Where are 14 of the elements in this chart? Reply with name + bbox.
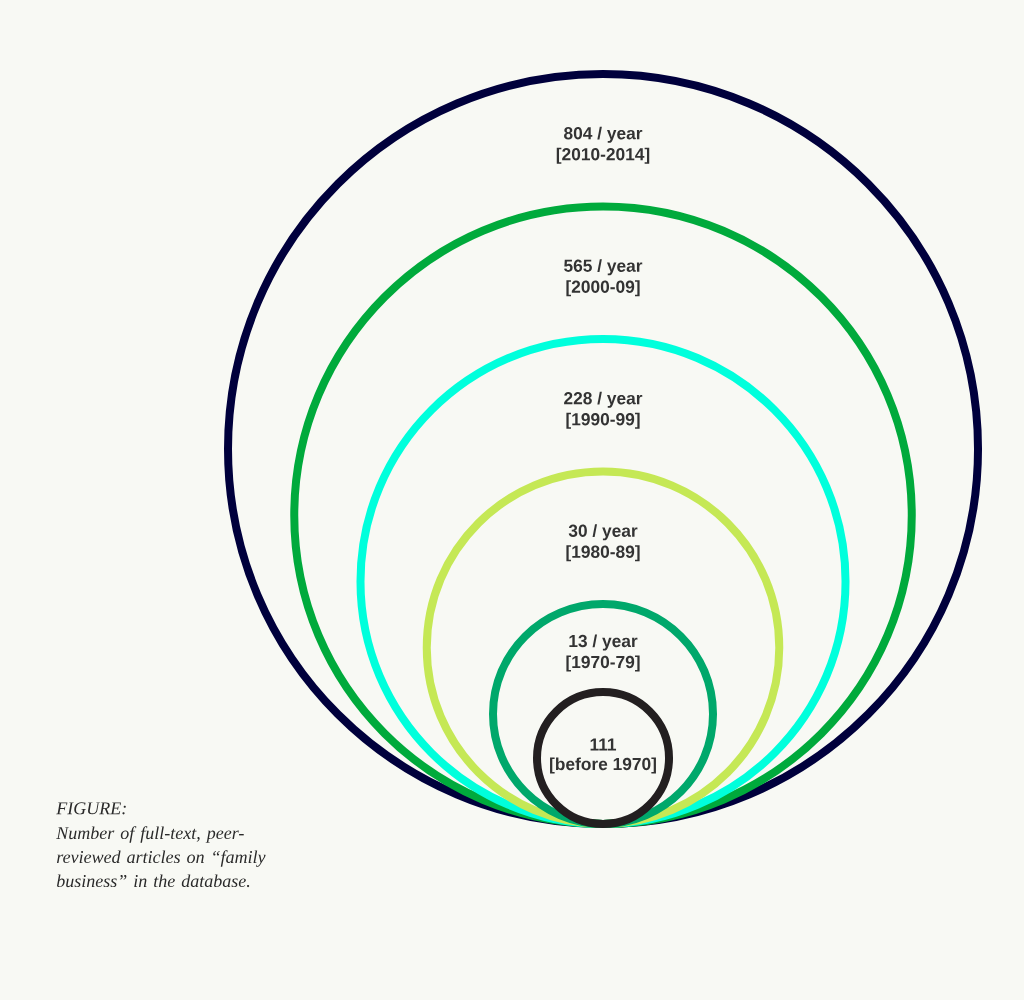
data-label: 565 / year (564, 259, 643, 276)
category-label: [2010-2014] (556, 147, 650, 164)
data-label: 13 / year (569, 634, 638, 651)
category-label: [2000-09] (566, 280, 640, 297)
category-label: [1970-79] (566, 655, 640, 672)
text: FIGURE: (56, 802, 126, 815)
category-label: [1980-89] (566, 545, 640, 562)
text: Number of full-text, peer-reviewed articles on “family business” in the database. (56, 826, 266, 888)
data-label: 111 (590, 738, 617, 751)
data-label: 228 / year (564, 391, 643, 408)
data-label: 30 / year (568, 524, 638, 541)
category-label: [before 1970] (550, 757, 656, 774)
data-label: 804 / year (564, 126, 643, 143)
category-label: [1990-99] (566, 412, 640, 429)
